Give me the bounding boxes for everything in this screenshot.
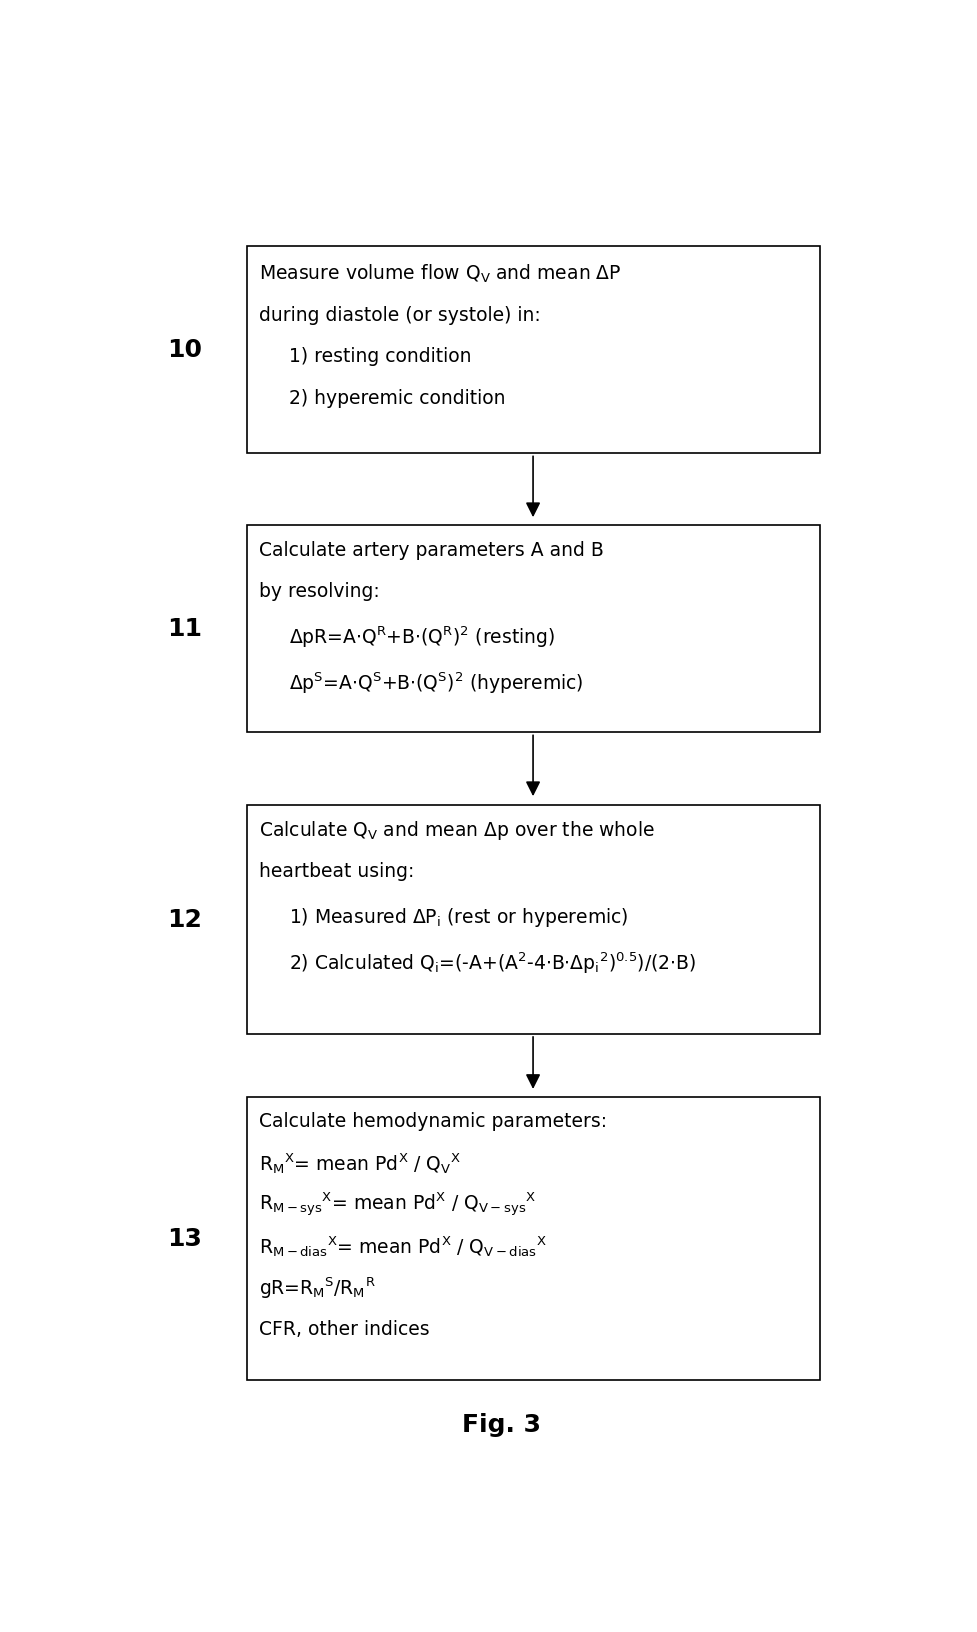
- Text: CFR, other indices: CFR, other indices: [258, 1320, 429, 1338]
- Bar: [247, 526, 819, 733]
- Text: by resolving:: by resolving:: [258, 583, 379, 601]
- Text: 1) resting condition: 1) resting condition: [289, 348, 471, 366]
- Text: R$_\mathsf{M-sys}$$^\mathsf{X}$= mean Pd$^\mathsf{X}$ / Q$_\mathsf{V-sys}$$^\mat: R$_\mathsf{M-sys}$$^\mathsf{X}$= mean Pd…: [258, 1191, 535, 1219]
- Text: gR=R$_\mathsf{M}$$^\mathsf{S}$/R$_\mathsf{M}$$^\mathsf{R}$: gR=R$_\mathsf{M}$$^\mathsf{S}$/R$_\maths…: [258, 1275, 375, 1301]
- Text: 12: 12: [167, 907, 201, 932]
- Bar: [247, 805, 819, 1035]
- Text: 2) Calculated Q$_\mathsf{i}$=(-A+(A$^2$-4$\cdot$B$\cdot\Delta$p$_\mathsf{i}$$^2$: 2) Calculated Q$_\mathsf{i}$=(-A+(A$^2$-…: [289, 950, 696, 976]
- Text: 10: 10: [167, 338, 201, 362]
- Text: Calculate hemodynamic parameters:: Calculate hemodynamic parameters:: [258, 1113, 606, 1131]
- Text: R$_\mathsf{M-dias}$$^\mathsf{X}$= mean Pd$^\mathsf{X}$ / Q$_\mathsf{V-dias}$$^\m: R$_\mathsf{M-dias}$$^\mathsf{X}$= mean P…: [258, 1234, 546, 1258]
- Text: Fig. 3: Fig. 3: [461, 1413, 540, 1436]
- Text: Measure volume flow $\mathsf{Q_V}$ and mean $\Delta$P: Measure volume flow $\mathsf{Q_V}$ and m…: [258, 263, 620, 286]
- Text: $\Delta$pR=A$\cdot$Q$^\mathsf{R}$+B$\cdot$(Q$^\mathsf{R}$)$^2$ (resting): $\Delta$pR=A$\cdot$Q$^\mathsf{R}$+B$\cdo…: [289, 625, 555, 650]
- Text: Calculate artery parameters A and B: Calculate artery parameters A and B: [258, 540, 603, 560]
- Text: R$_\mathsf{M}$$^\mathsf{X}$= mean Pd$^\mathsf{X}$ / Q$_\mathsf{V}$$^\mathsf{X}$: R$_\mathsf{M}$$^\mathsf{X}$= mean Pd$^\m…: [258, 1151, 460, 1175]
- Text: 1) Measured $\Delta$P$_\mathsf{i}$ (rest or hyperemic): 1) Measured $\Delta$P$_\mathsf{i}$ (rest…: [289, 906, 628, 929]
- Text: $\Delta$p$^\mathsf{S}$=A$\cdot$Q$^\mathsf{S}$+B$\cdot$(Q$^\mathsf{S}$)$^2$ (hype: $\Delta$p$^\mathsf{S}$=A$\cdot$Q$^\maths…: [289, 671, 583, 695]
- Text: heartbeat using:: heartbeat using:: [258, 862, 413, 881]
- Text: 2) hyperemic condition: 2) hyperemic condition: [289, 388, 505, 408]
- Bar: [247, 1097, 819, 1379]
- Text: 11: 11: [167, 617, 201, 641]
- Text: 13: 13: [167, 1227, 201, 1250]
- Bar: [247, 246, 819, 454]
- Text: during diastole (or systole) in:: during diastole (or systole) in:: [258, 305, 540, 325]
- Text: Calculate $\mathsf{Q_V}$ and mean $\Delta$p over the whole: Calculate $\mathsf{Q_V}$ and mean $\Delt…: [258, 819, 654, 842]
